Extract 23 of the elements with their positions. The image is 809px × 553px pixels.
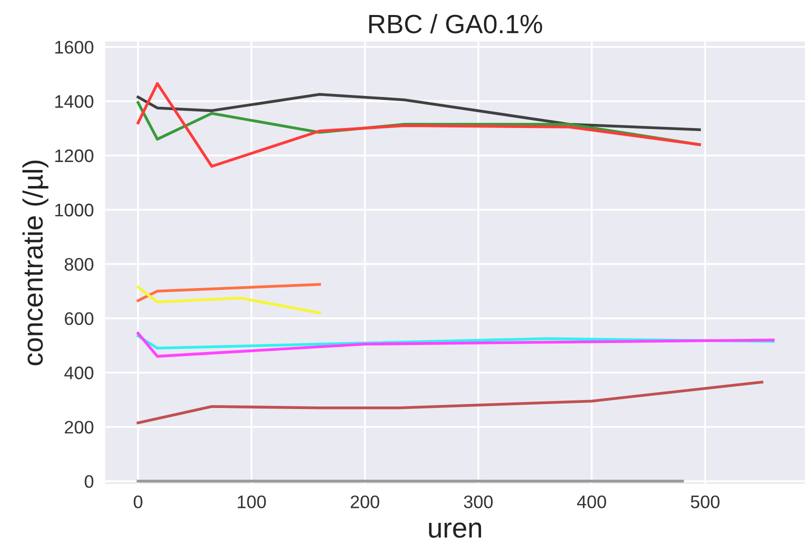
y-tick-label: 400 <box>64 366 94 380</box>
line-series <box>136 286 321 314</box>
line-series <box>136 82 701 168</box>
x-tick-label: 500 <box>690 495 720 508</box>
line-series <box>136 332 775 358</box>
y-tick-label: 1600 <box>55 40 94 54</box>
y-tick-label: 0 <box>84 475 94 488</box>
y-tick-label: 1400 <box>55 95 94 108</box>
line-series <box>136 380 764 424</box>
chart-title: RBC / GA0.1% <box>369 14 542 34</box>
line-series <box>136 93 701 132</box>
x-tick-label: 0 <box>134 495 142 508</box>
y-tick-label: 200 <box>64 420 94 434</box>
y-tick-label: 1000 <box>55 204 94 216</box>
x-tick-label: 400 <box>577 495 606 508</box>
x-axis-title: uren <box>429 522 482 538</box>
x-tick-label: 100 <box>238 495 266 508</box>
y-tick-label: 600 <box>64 312 94 326</box>
y-tick-label: 1200 <box>55 149 94 162</box>
x-tick-label: 300 <box>464 495 493 508</box>
y-axis-title: concentratie (/µl) <box>22 160 48 366</box>
x-tick-label: 200 <box>350 495 380 508</box>
y-tick-label: 800 <box>64 258 94 271</box>
